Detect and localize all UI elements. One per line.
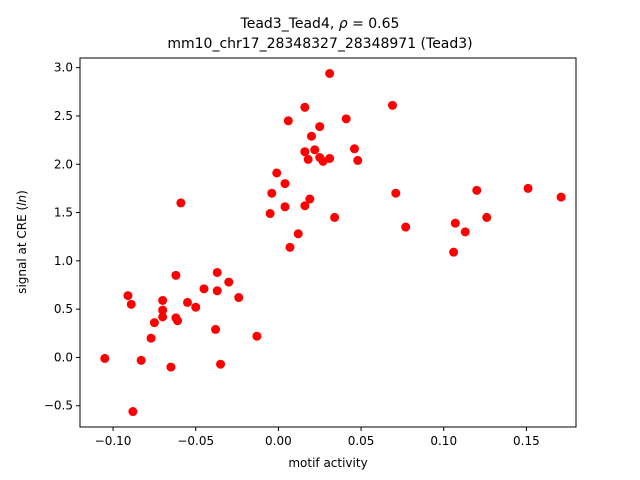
- scatter-point: [171, 270, 181, 280]
- x-axis-label: motif activity: [288, 456, 367, 470]
- y-axis-ticks: −0.5 0.0 0.5 1.0 1.5 2.0 2.5 3.0: [44, 61, 80, 413]
- scatter-point: [158, 295, 168, 305]
- scatter-point: [293, 229, 303, 239]
- scatter-point: [146, 333, 156, 343]
- scatter-point: [182, 297, 192, 307]
- scatter-point: [166, 362, 176, 372]
- scatter-point: [303, 154, 313, 164]
- scatter-point: [387, 100, 397, 110]
- scatter-point: [272, 168, 282, 178]
- x-tick-label: 0.10: [430, 434, 457, 448]
- scatter-point: [212, 267, 222, 277]
- scatter-point: [191, 302, 201, 312]
- x-tick-label: −0.05: [177, 434, 214, 448]
- scatter-point: [176, 198, 186, 208]
- scatter-point: [556, 192, 566, 202]
- scatter-point: [300, 102, 310, 112]
- scatter-point: [280, 179, 290, 189]
- scatter-point: [158, 312, 168, 322]
- rho-value: = 0.65: [348, 16, 400, 32]
- y-tick-label: 2.5: [54, 109, 73, 123]
- scatter-point: [211, 324, 221, 334]
- scatter-point: [325, 153, 335, 163]
- scatter-point: [212, 286, 222, 296]
- scatter-point: [325, 68, 335, 78]
- scatter-point: [353, 155, 363, 165]
- scatter-point: [450, 218, 460, 228]
- x-tick-label: −0.10: [95, 434, 132, 448]
- plot-frame: [79, 57, 577, 428]
- x-tick-label: 0.05: [348, 434, 375, 448]
- rho-symbol: ρ: [339, 16, 348, 32]
- scatter-point: [341, 114, 351, 124]
- scatter-point: [199, 284, 209, 294]
- scatter-point: [267, 188, 277, 198]
- scatter-point: [391, 188, 401, 198]
- scatter-point: [315, 122, 325, 132]
- y-tick-label: 0.0: [54, 350, 73, 364]
- scatter-point: [460, 227, 470, 237]
- scatter-point: [349, 144, 359, 154]
- scatter-point: [280, 202, 290, 212]
- chart-title-line2: mm10_chr17_28348327_28348971 (Tead3): [167, 36, 472, 52]
- x-tick-label: 0.15: [513, 434, 540, 448]
- scatter-point: [265, 209, 275, 219]
- scatter-point: [224, 277, 234, 287]
- scatter-point: [472, 185, 482, 195]
- scatter-point: [100, 353, 110, 363]
- scatter-point: [300, 147, 310, 157]
- scatter-point: [482, 212, 492, 222]
- scatter-point: [149, 318, 159, 328]
- y-axis-label: signal at CRE (ln): [15, 190, 29, 294]
- scatter-point: [234, 293, 244, 303]
- scatter-point: [123, 291, 133, 301]
- scatter-point: [401, 222, 411, 232]
- scatter-point: [300, 201, 310, 211]
- x-axis-ticks: −0.10 −0.05 0.00 0.05 0.10 0.15: [95, 427, 540, 448]
- scatter-point: [126, 299, 136, 309]
- x-tick-label: 0.00: [265, 434, 292, 448]
- scatter-point: [128, 407, 138, 417]
- scatter-point: [158, 305, 168, 315]
- data-points: [100, 68, 566, 417]
- y-tick-label: 1.5: [54, 206, 73, 220]
- y-tick-label: 0.5: [54, 302, 73, 316]
- chart-title-line1: Tead3_Tead4, ρ = 0.65: [240, 16, 400, 32]
- y-tick-label: 1.0: [54, 254, 73, 268]
- scatter-point: [449, 247, 459, 257]
- scatter-point: [136, 355, 146, 365]
- y-tick-label: 2.0: [54, 157, 73, 171]
- scatter-point: [305, 194, 315, 204]
- scatter-point: [330, 212, 340, 222]
- scatter-point: [216, 359, 226, 369]
- scatter-point: [523, 183, 533, 193]
- scatter-point: [173, 316, 183, 326]
- scatter-point: [283, 116, 293, 126]
- y-tick-label: 3.0: [54, 61, 73, 75]
- y-tick-label: −0.5: [44, 399, 73, 413]
- scatter-point: [310, 145, 320, 155]
- scatter-point: [252, 331, 262, 341]
- scatter-point: [306, 131, 316, 141]
- scatter-point: [285, 242, 295, 252]
